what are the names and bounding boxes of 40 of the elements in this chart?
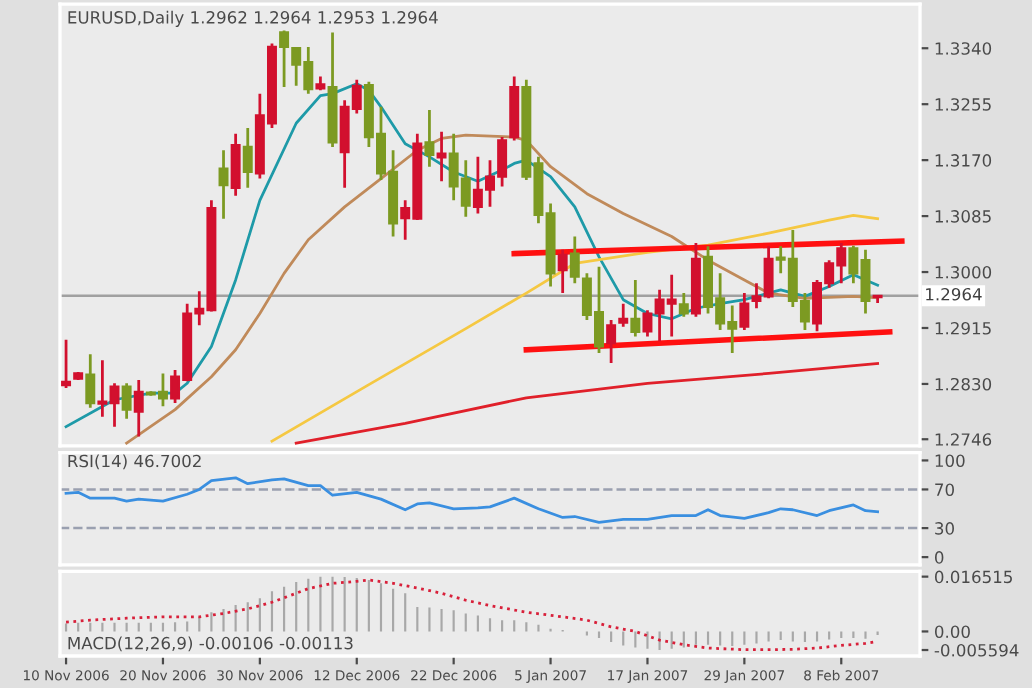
candlestick — [133, 378, 144, 438]
y-tick-label: 0 — [934, 551, 944, 564]
ref-line-label: 1.2964 — [926, 287, 982, 301]
candlestick — [424, 108, 435, 169]
candlestick — [436, 130, 447, 183]
candlestick — [630, 278, 641, 338]
candlestick — [230, 132, 241, 198]
candlestick — [606, 318, 617, 365]
chart-title: RSI(14) 46.7002 — [68, 454, 201, 470]
y-tick-label: 1.2915 — [935, 321, 991, 335]
candlestick — [121, 381, 132, 421]
candlestick — [557, 248, 568, 295]
y-tick-label: 1.2830 — [935, 377, 992, 391]
candlestick — [739, 291, 750, 332]
y-tick-label: 100 — [935, 454, 965, 468]
candlestick — [678, 291, 689, 319]
candlestick — [61, 338, 72, 390]
y-tick-label: 1.3170 — [935, 154, 992, 167]
y-tick-label: 0.016515 — [934, 570, 1012, 584]
line-series — [64, 578, 879, 652]
y-tick-label: 30 — [935, 522, 954, 535]
candlestick — [85, 352, 96, 410]
candlestick — [569, 235, 580, 285]
y-tick-label: 1.3255 — [935, 98, 991, 111]
y-tick-label: 1.2746 — [935, 433, 992, 446]
candlestick — [242, 126, 253, 190]
y-tick-label: -0.005594 — [934, 643, 1019, 657]
y-tick-label: 0.00 — [934, 625, 970, 639]
chart-title: EURUSD,Daily 1.2962 1.2964 1.2953 1.2964 — [68, 10, 438, 27]
y-tick-label: 1.3000 — [935, 266, 992, 279]
candlestick — [218, 148, 229, 221]
line-series — [270, 214, 879, 443]
text: MACD(12,26,9) -0.00106 -0.00113 — [68, 636, 353, 652]
line-series — [64, 476, 879, 524]
line-series — [294, 362, 879, 445]
line-series — [64, 82, 879, 429]
y-tick-label: 1.3085 — [935, 210, 991, 223]
y-tick-label: 1.3340 — [935, 42, 992, 55]
y-tick-label: 70 — [935, 483, 954, 497]
candlestick — [618, 302, 629, 329]
